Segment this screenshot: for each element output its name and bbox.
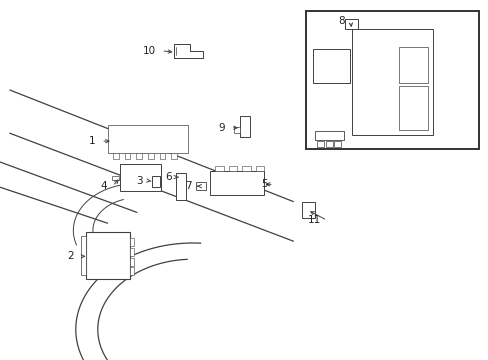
Bar: [147, 153, 153, 159]
Text: 7: 7: [185, 181, 192, 191]
Bar: [81, 236, 85, 275]
Bar: [351, 29, 432, 135]
Text: 5: 5: [261, 179, 267, 189]
Bar: [136, 153, 142, 159]
Bar: [317, 141, 324, 147]
Bar: [176, 173, 185, 200]
Bar: [228, 166, 237, 171]
Bar: [210, 171, 264, 195]
Bar: [171, 153, 177, 159]
Bar: [85, 232, 129, 279]
Bar: [312, 49, 349, 83]
Bar: [129, 248, 134, 256]
Bar: [305, 11, 478, 149]
Text: 6: 6: [165, 172, 172, 182]
Bar: [233, 127, 239, 133]
Bar: [110, 129, 185, 151]
Bar: [113, 153, 119, 159]
Bar: [334, 141, 341, 147]
Bar: [398, 47, 427, 83]
Text: 11: 11: [307, 215, 321, 225]
Bar: [215, 166, 224, 171]
Text: 8: 8: [337, 16, 344, 26]
Bar: [301, 202, 315, 218]
Bar: [120, 164, 161, 191]
Bar: [255, 166, 264, 171]
Bar: [195, 182, 206, 190]
Bar: [129, 258, 134, 266]
Bar: [124, 153, 130, 159]
Bar: [159, 153, 165, 159]
Bar: [129, 267, 134, 275]
Bar: [129, 238, 134, 246]
Bar: [108, 125, 187, 153]
Text: 3: 3: [135, 176, 142, 186]
Text: 10: 10: [142, 46, 155, 56]
Bar: [242, 166, 250, 171]
Text: 1: 1: [88, 136, 95, 146]
Bar: [112, 176, 119, 180]
Text: 4: 4: [100, 181, 106, 191]
Bar: [239, 116, 250, 137]
Bar: [398, 86, 427, 130]
Bar: [344, 19, 358, 29]
Bar: [325, 141, 332, 147]
Text: 2: 2: [67, 251, 74, 261]
Bar: [151, 176, 160, 187]
Text: 9: 9: [218, 123, 224, 133]
Bar: [315, 131, 343, 140]
